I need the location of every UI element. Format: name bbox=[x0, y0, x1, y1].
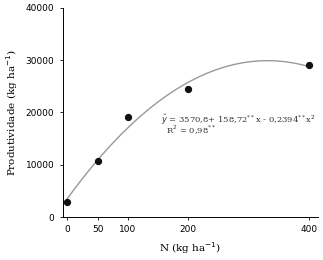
Point bbox=[65, 200, 70, 205]
Text: R$^{2}$ = 0,98$^{**}$: R$^{2}$ = 0,98$^{**}$ bbox=[166, 124, 216, 137]
Point bbox=[306, 63, 311, 67]
X-axis label: N (kg ha$^{-1}$): N (kg ha$^{-1}$) bbox=[159, 240, 221, 256]
Point bbox=[95, 159, 100, 163]
Point bbox=[125, 114, 130, 119]
Text: $\hat{y}$ = 3570,8+ 158,72$^{**}$x - 0,2394$^{**}$x$^{2}$: $\hat{y}$ = 3570,8+ 158,72$^{**}$x - 0,2… bbox=[161, 113, 316, 127]
Y-axis label: Produtividade (kg ha$^{-1}$): Produtividade (kg ha$^{-1}$) bbox=[4, 49, 20, 176]
Point bbox=[186, 87, 191, 91]
